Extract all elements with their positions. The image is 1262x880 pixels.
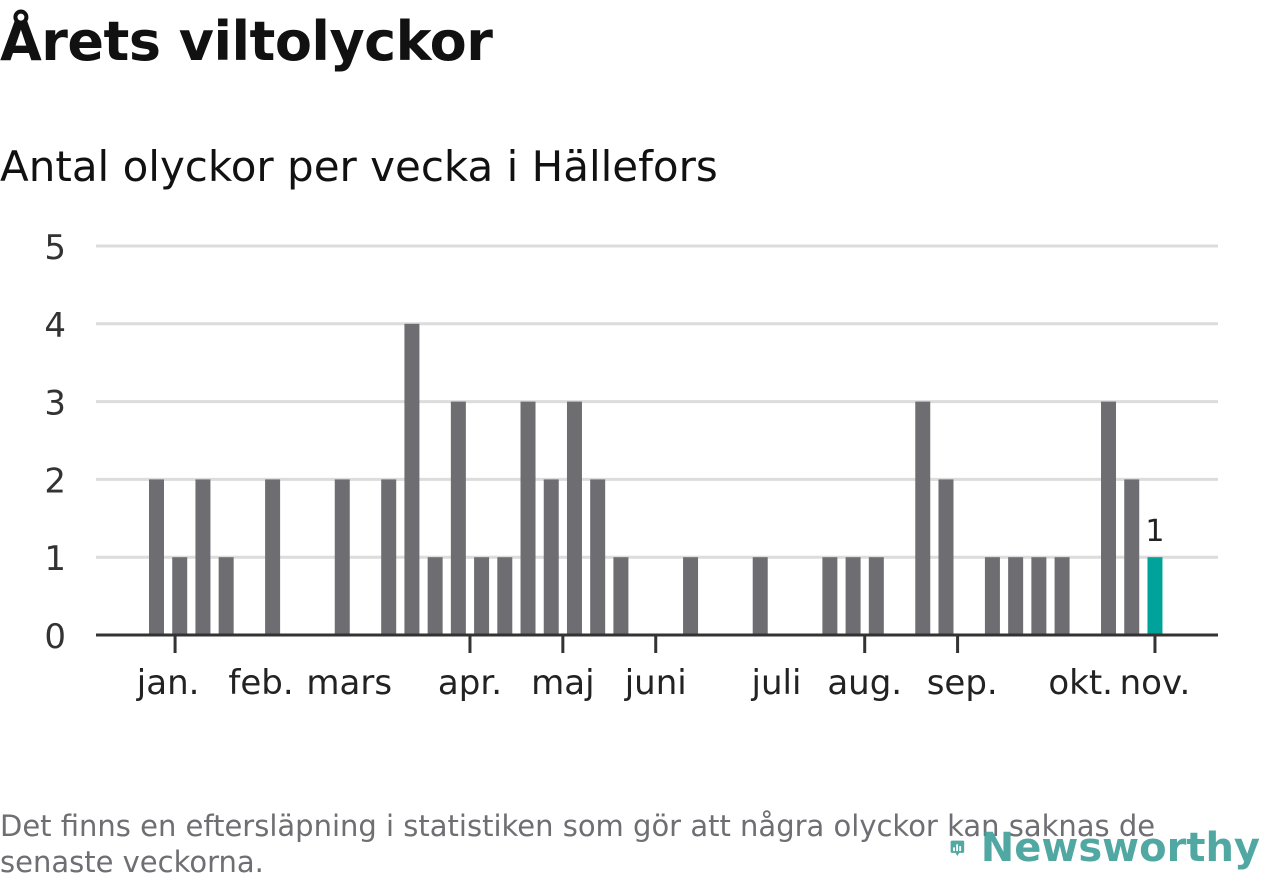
y-tick-label-3: 3 [44, 384, 66, 424]
footnote: Det finns en eftersläpning i statistiken… [0, 809, 1156, 879]
bar-week-18 [543, 479, 559, 635]
x-tick-label-juli: juli [751, 663, 802, 703]
bar-week-39 [1031, 557, 1047, 635]
x-tick-label-nov: nov. [1120, 663, 1191, 703]
bar-week-20 [590, 479, 606, 635]
x-tick-label-okt: okt. [1048, 663, 1113, 703]
y-tick-label-2: 2 [44, 461, 66, 501]
bar-week-32 [868, 557, 884, 635]
bar-week-31 [845, 557, 861, 635]
x-tick-label-maj: maj [531, 663, 594, 703]
bar-week-35 [938, 479, 954, 635]
bar-week-27 [752, 557, 768, 635]
chart-subtitle: Antal olyckor per vecka i Hällefors [0, 142, 718, 191]
bar-week-43 [1124, 479, 1140, 635]
bar-week-24 [683, 557, 699, 635]
bar-week-12 [404, 323, 420, 635]
bar-week-17 [520, 401, 536, 635]
bar-week-40 [1054, 557, 1070, 635]
bar-week-15 [474, 557, 490, 635]
bar-week-1 [149, 479, 164, 635]
x-tick-label-sep: sep. [927, 663, 998, 703]
x-tick-label-mars: mars [306, 663, 392, 703]
chart-title: Årets viltolyckor [0, 10, 493, 73]
newsworthy-logo-icon [950, 840, 965, 857]
bar-week-3 [195, 479, 211, 635]
bar-week-42 [1101, 401, 1117, 635]
bar-week-13 [427, 557, 443, 635]
brand-name: Newsworthy [980, 825, 1260, 871]
x-tick-label-juni: juni [624, 663, 687, 703]
last-value-label: 1 [1145, 514, 1164, 549]
x-tick-label-apr: apr. [438, 663, 502, 703]
x-tick-label-jan: jan. [136, 663, 200, 703]
bar-week-11 [381, 479, 397, 635]
bar-week-37 [984, 557, 1000, 635]
bar-week-44 [1147, 557, 1163, 635]
y-tick-label-4: 4 [44, 306, 66, 346]
x-tick-label-aug: aug. [827, 663, 902, 703]
bar-week-9 [334, 479, 350, 635]
bar-week-2 [172, 557, 188, 635]
bar-week-19 [566, 401, 582, 635]
bar-week-34 [915, 401, 931, 635]
y-tick-label-1: 1 [44, 539, 66, 579]
bar-week-4 [218, 557, 234, 635]
bar-week-30 [822, 557, 838, 635]
brand-logo: Newsworthy [950, 818, 1260, 878]
y-tick-label-5: 5 [44, 228, 66, 268]
bar-week-6 [265, 479, 281, 635]
bar-week-16 [497, 557, 513, 635]
x-tick-label-feb: feb. [228, 663, 293, 703]
bar-week-38 [1008, 557, 1024, 635]
bar-week-14 [450, 401, 466, 635]
y-tick-label-0: 0 [44, 617, 66, 657]
bar-week-21 [613, 557, 629, 635]
bar-chart: 0 1 2 3 4 5 1 jan. feb. mars apr. maj juni juli aug. se… [44, 228, 1218, 703]
